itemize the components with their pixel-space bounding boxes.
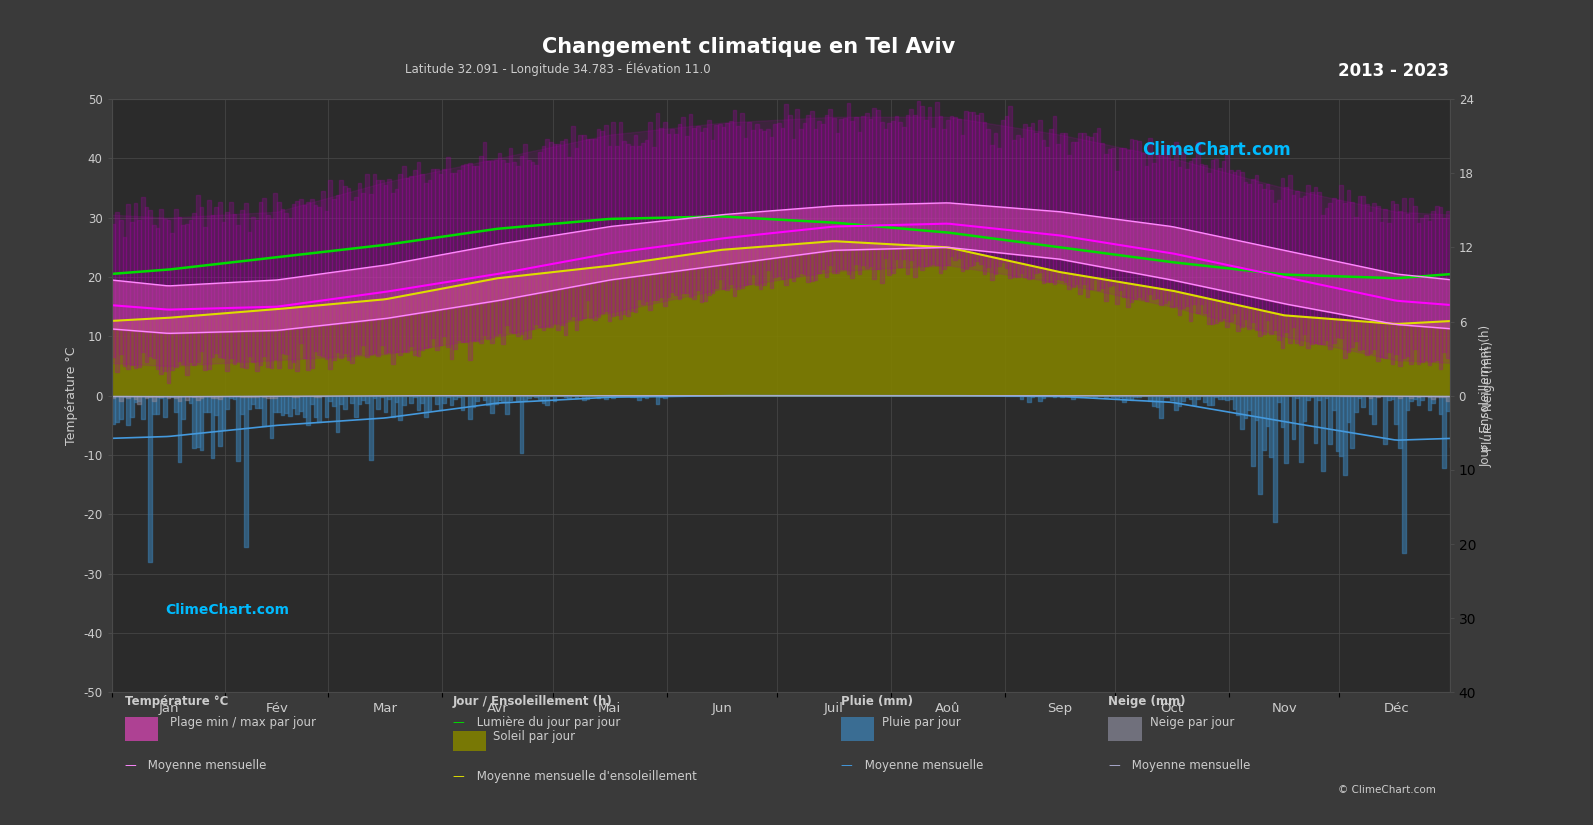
- Text: Moyenne mensuelle d'ensoleillement: Moyenne mensuelle d'ensoleillement: [473, 770, 696, 783]
- Text: Neige par jour: Neige par jour: [1150, 716, 1235, 729]
- Text: Soleil par jour: Soleil par jour: [492, 730, 575, 743]
- Text: —: —: [1109, 759, 1120, 772]
- Text: ClimeChart.com: ClimeChart.com: [166, 603, 288, 617]
- Text: Latitude 32.091 - Longitude 34.783 - Élévation 11.0: Latitude 32.091 - Longitude 34.783 - Élé…: [405, 62, 710, 77]
- FancyBboxPatch shape: [1109, 717, 1142, 741]
- Text: Moyenne mensuelle: Moyenne mensuelle: [143, 759, 266, 772]
- FancyBboxPatch shape: [124, 717, 158, 741]
- Text: Moyenne mensuelle: Moyenne mensuelle: [860, 759, 983, 772]
- Text: Moyenne mensuelle: Moyenne mensuelle: [1128, 759, 1251, 772]
- Text: Pluie par jour: Pluie par jour: [883, 716, 961, 729]
- Text: © ClimeChart.com: © ClimeChart.com: [1338, 785, 1437, 794]
- Text: Température °C: Température °C: [124, 695, 228, 708]
- FancyBboxPatch shape: [841, 717, 875, 741]
- Y-axis label: Température °C: Température °C: [65, 346, 78, 445]
- Text: 2013 - 2023: 2013 - 2023: [1338, 62, 1450, 80]
- Text: —: —: [124, 759, 137, 772]
- Text: Plage min / max par jour: Plage min / max par jour: [170, 716, 317, 729]
- Text: —: —: [841, 759, 852, 772]
- Text: —: —: [452, 716, 465, 729]
- Text: Pluie (mm): Pluie (mm): [841, 695, 913, 708]
- Text: —: —: [452, 770, 465, 783]
- Text: Neige (mm): Neige (mm): [1109, 695, 1185, 708]
- Text: ClimeChart.com: ClimeChart.com: [1142, 140, 1290, 158]
- Text: Changement climatique en Tel Aviv: Changement climatique en Tel Aviv: [542, 37, 956, 57]
- Text: Jour / Ensoleillement (h): Jour / Ensoleillement (h): [452, 695, 612, 708]
- Y-axis label: Pluie / Neige (mm): Pluie / Neige (mm): [1481, 341, 1494, 450]
- Text: Lumière du jour par jour: Lumière du jour par jour: [473, 716, 620, 729]
- FancyBboxPatch shape: [452, 731, 486, 751]
- Y-axis label: Jour / Ensoleillement (h): Jour / Ensoleillement (h): [1480, 324, 1493, 467]
